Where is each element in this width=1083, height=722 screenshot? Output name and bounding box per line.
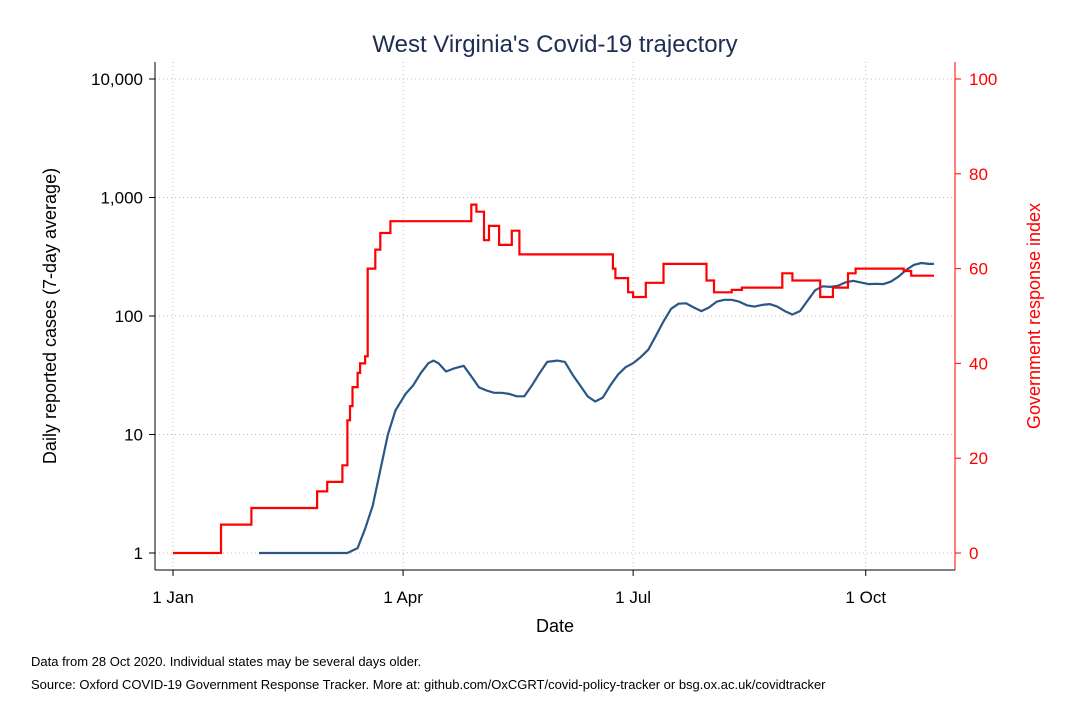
y-left-tick-label: 10	[124, 426, 143, 445]
x-tick-label: 1 Jul	[615, 588, 651, 607]
cases-line	[259, 261, 934, 555]
y-right-tick-label: 80	[969, 165, 988, 184]
y-left-tick-label: 10,000	[91, 70, 143, 89]
y-right-tick-label: 20	[969, 449, 988, 468]
x-tick-label: 1 Oct	[845, 588, 886, 607]
y-right-tick-label: 60	[969, 260, 988, 279]
y-left-tick-label: 100	[115, 307, 143, 326]
y-right-tick-label: 100	[969, 70, 997, 89]
y-left-tick-label: 1	[134, 544, 143, 563]
y-axis-right-label: Government response index	[1024, 203, 1044, 429]
data-note: Data from 28 Oct 2020. Individual states…	[31, 654, 422, 669]
y-right-tick-label: 40	[969, 354, 988, 373]
chart-title: West Virginia's Covid-19 trajectory	[372, 31, 737, 58]
x-tick-label: 1 Jan	[152, 588, 194, 607]
response-index-line	[173, 203, 934, 555]
y-axis-left-label: Daily reported cases (7-day average)	[40, 168, 60, 464]
x-tick-label: 1 Apr	[383, 588, 423, 607]
y-left-tick-label: 1,000	[100, 189, 143, 208]
x-axis-label: Date	[536, 616, 574, 636]
y-right-tick-label: 0	[969, 544, 978, 563]
source-note: Source: Oxford COVID-19 Government Respo…	[31, 677, 826, 692]
